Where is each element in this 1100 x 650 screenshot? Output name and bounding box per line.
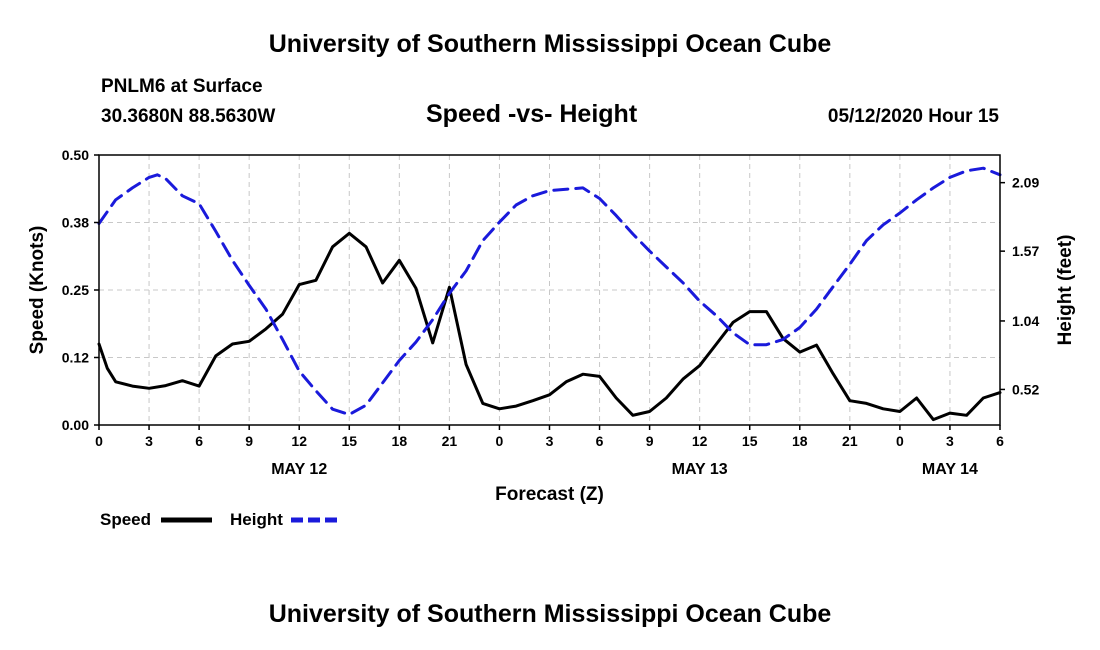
x-tick-label: 6 — [996, 433, 1004, 449]
y-right-tick-label: 1.04 — [1012, 313, 1039, 329]
speed-series-line — [97, 231, 1002, 422]
y-left-axis-label: Speed (Knots) — [27, 226, 48, 355]
coordinates-label: 30.3680N 88.5630W — [101, 106, 276, 127]
x-tick-label: 0 — [896, 433, 904, 449]
x-axis-label: Forecast (Z) — [495, 484, 604, 505]
x-tick-label: 0 — [496, 433, 504, 449]
y-left-tick-label: 0.25 — [62, 282, 89, 298]
forecast-datetime: 05/12/2020 Hour 15 — [827, 106, 999, 127]
station-label: PNLM6 at Surface — [101, 76, 263, 97]
main-title: University of Southern Mississippi Ocean… — [268, 30, 832, 58]
x-tick-label: 18 — [392, 433, 408, 449]
x-tick-label: 0 — [95, 433, 103, 449]
axes: 0 3 6 9 12 15 18 21 0 3 6 9 12 15 18 21 0 3 6 MAY 12 MAY 13 M… — [27, 147, 1076, 505]
y-left-tick-label: 0.50 — [62, 147, 89, 163]
x-tick-label: 6 — [195, 433, 203, 449]
x-tick-label: 3 — [546, 433, 554, 449]
x-tick-label: 12 — [291, 433, 307, 449]
y-right-axis-label: Height (feet) — [1055, 235, 1076, 346]
y-right-tick-label: 0.52 — [1012, 381, 1039, 397]
x-tick-label: 12 — [692, 433, 708, 449]
day-label: MAY 14 — [922, 461, 978, 478]
x-tick-label: 9 — [646, 433, 654, 449]
y-left-tick-label: 0.00 — [62, 417, 89, 433]
height-series-line — [97, 166, 1002, 416]
y-left-tick-label: 0.38 — [62, 215, 89, 231]
x-tick-label: 3 — [946, 433, 954, 449]
footer-title: University of Southern Mississippi Ocean… — [268, 600, 832, 628]
legend-label-speed: Speed — [100, 510, 151, 529]
x-tick-label: 6 — [596, 433, 604, 449]
y-left-tick-label: 0.12 — [62, 350, 89, 366]
x-tick-label: 9 — [245, 433, 253, 449]
y-right-tick-label: 1.57 — [1012, 243, 1039, 259]
x-tick-label: 21 — [442, 433, 458, 449]
day-label: MAY 12 — [271, 461, 327, 478]
y-right-tick-label: 2.09 — [1012, 175, 1039, 191]
chart-title: Speed -vs- Height — [426, 100, 638, 128]
x-tick-label: 3 — [145, 433, 153, 449]
day-label: MAY 13 — [672, 461, 728, 478]
x-tick-label: 21 — [842, 433, 858, 449]
grid — [99, 155, 1000, 425]
series-layer — [97, 166, 1002, 422]
legend-label-height: Height — [230, 510, 283, 529]
x-tick-label: 15 — [742, 433, 758, 449]
x-tick-label: 15 — [341, 433, 357, 449]
x-tick-label: 18 — [792, 433, 808, 449]
legend: Speed Height — [100, 510, 342, 529]
